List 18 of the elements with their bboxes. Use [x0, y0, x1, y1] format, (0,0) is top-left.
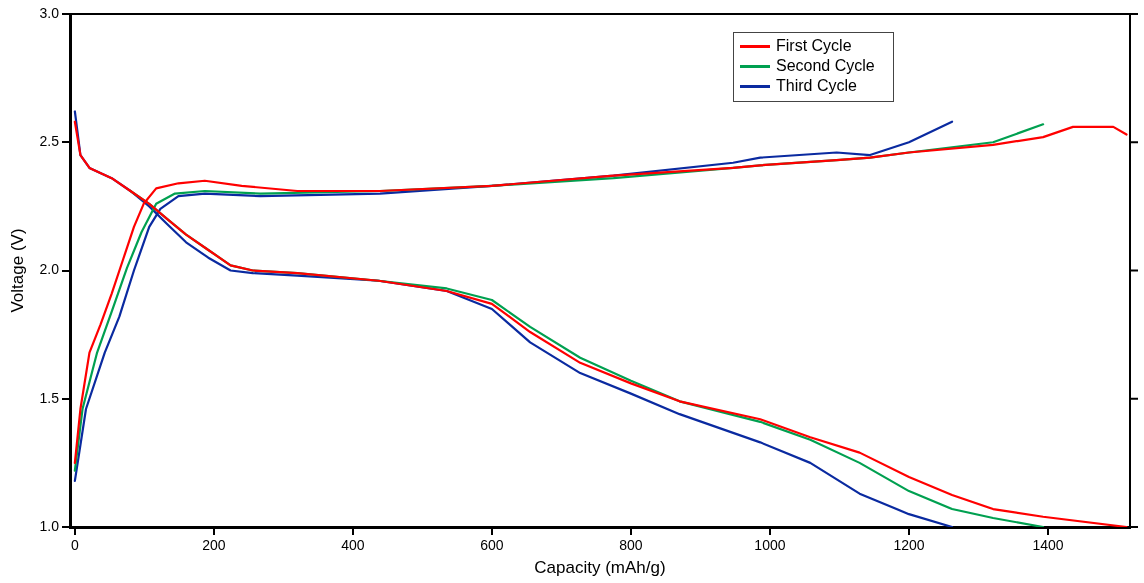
x-tick-label: 1400: [1032, 537, 1064, 554]
x-tick-label: 800: [619, 537, 643, 554]
x-axis-title: Capacity (mAh/g): [534, 558, 666, 578]
y-tick-label: 2.5: [39, 133, 60, 150]
y-tick-label: 1.0: [39, 517, 60, 534]
legend-label: Third Cycle: [776, 76, 857, 96]
y-tick-label: 1.5: [39, 389, 60, 406]
x-tick-label: 600: [480, 537, 504, 554]
legend-label: Second Cycle: [776, 56, 875, 76]
x-tick-label: 1200: [893, 537, 925, 554]
x-tick-label: 0: [70, 537, 79, 554]
x-tick-label: 400: [341, 537, 365, 554]
y-axis-title: Voltage (V): [7, 228, 27, 313]
y-tick-label: 2.0: [39, 261, 60, 278]
x-tick-label: 200: [202, 537, 226, 554]
y-tick-label: 3.0: [39, 4, 60, 21]
x-tick-label: 1000: [754, 537, 786, 554]
legend-label: First Cycle: [776, 36, 852, 56]
